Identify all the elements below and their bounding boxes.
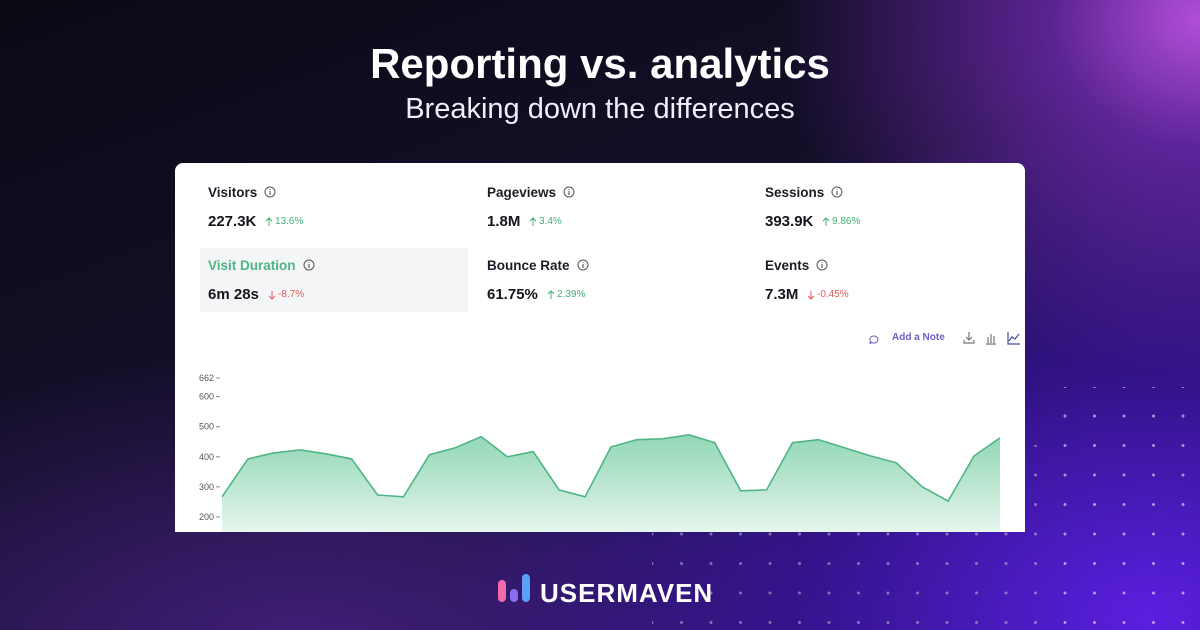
y-tick-label: 400 bbox=[199, 452, 214, 462]
toolbar-icons bbox=[963, 332, 1020, 345]
bar-chart-icon[interactable] bbox=[986, 334, 996, 345]
logo-icon bbox=[498, 574, 530, 602]
y-tick-label: 200 bbox=[199, 512, 214, 522]
arrow bbox=[547, 290, 555, 299]
metric-change: 2.39% bbox=[557, 289, 586, 300]
info-icon bbox=[831, 186, 843, 198]
add-note-button[interactable]: Add a Note bbox=[892, 332, 945, 343]
change-arrow bbox=[529, 217, 537, 226]
metric-value: 61.75% bbox=[487, 286, 538, 303]
download-icon[interactable] bbox=[963, 332, 975, 344]
info-icon bbox=[303, 259, 315, 271]
arrow bbox=[807, 291, 815, 300]
info-circle bbox=[577, 259, 589, 271]
arrow bbox=[822, 217, 830, 226]
y-tick-label: 662 bbox=[199, 373, 214, 383]
metric-card[interactable]: Visit Duration 6m 28s -8.7% bbox=[200, 248, 468, 312]
change-arrow bbox=[822, 217, 830, 226]
subtitle: Breaking down the differences bbox=[405, 93, 795, 125]
metric-label: Bounce Rate bbox=[487, 258, 570, 273]
y-tick-label: 300 bbox=[199, 482, 214, 492]
info-icon bbox=[563, 186, 575, 198]
metric-value: 1.8M bbox=[487, 213, 521, 230]
change-arrow bbox=[547, 290, 555, 299]
metric-card[interactable]: Events 7.3M -0.45% bbox=[757, 248, 1025, 312]
info-circle bbox=[303, 259, 315, 271]
metric-change: 13.6% bbox=[275, 216, 304, 227]
area-fill bbox=[222, 434, 1000, 532]
title: Reporting vs. analytics bbox=[370, 40, 830, 87]
metric-card[interactable]: Pageviews 1.8M 3.4% bbox=[479, 175, 747, 239]
change-arrow bbox=[265, 217, 273, 226]
chart: 200 300 400 500 600 662 bbox=[199, 373, 1001, 532]
dashboard-card: Visitors 227.3K 13.6% Pageviews 1.8M 3.4% Sess… bbox=[175, 163, 1025, 532]
info-icon bbox=[264, 186, 276, 198]
metric-change: -8.7% bbox=[278, 289, 305, 300]
metric-value: 227.3K bbox=[208, 213, 257, 230]
metric-label: Sessions bbox=[765, 185, 825, 200]
metric-change: 3.4% bbox=[539, 216, 562, 227]
arrow bbox=[265, 217, 273, 226]
change-arrow bbox=[807, 291, 815, 300]
metric-change: -0.45% bbox=[817, 289, 849, 300]
metric-value: 393.9K bbox=[765, 213, 814, 230]
arrow bbox=[529, 217, 537, 226]
metric-label: Visitors bbox=[208, 185, 258, 200]
arrow bbox=[268, 291, 276, 300]
change-arrow bbox=[268, 291, 276, 300]
y-tick-label: 600 bbox=[199, 392, 214, 402]
note-icon[interactable] bbox=[868, 334, 880, 346]
metric-label: Events bbox=[765, 258, 810, 273]
metric-change: 9.86% bbox=[832, 216, 861, 227]
metric-card[interactable]: Visitors 227.3K 13.6% bbox=[200, 175, 468, 239]
area-line bbox=[221, 434, 1001, 503]
info-circle bbox=[816, 259, 828, 271]
metric-value: 6m 28s bbox=[208, 286, 259, 303]
info-circle bbox=[831, 186, 843, 198]
metric-label: Visit Duration bbox=[208, 258, 296, 273]
metric-value: 7.3M bbox=[765, 286, 799, 303]
info-icon bbox=[816, 259, 828, 271]
info-icon bbox=[577, 259, 589, 271]
info-circle bbox=[264, 186, 276, 198]
metric-card[interactable]: Sessions 393.9K 9.86% bbox=[757, 175, 1025, 239]
line-chart-icon[interactable] bbox=[1007, 332, 1020, 345]
metric-label: Pageviews bbox=[487, 185, 557, 200]
logo-text: USERMAVEN bbox=[540, 578, 714, 608]
metric-card[interactable]: Bounce Rate 61.75% 2.39% bbox=[479, 248, 747, 312]
y-tick-label: 500 bbox=[199, 422, 214, 432]
info-circle bbox=[563, 186, 575, 198]
